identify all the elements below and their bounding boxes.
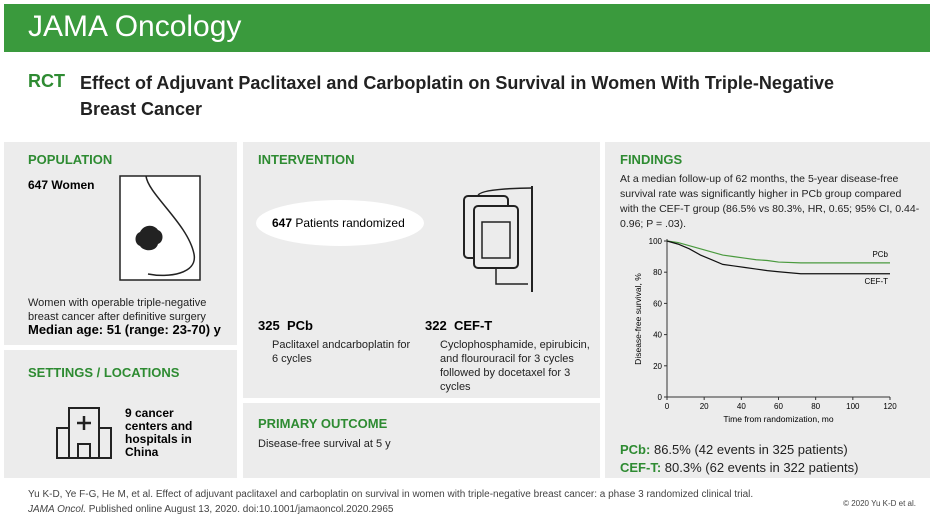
iv-bag-icon: [463, 186, 533, 292]
population-count: 647 Women: [28, 178, 95, 192]
outcome-panel: [243, 403, 600, 478]
journal-abbrev: JAMA Oncol.: [28, 504, 86, 515]
section-heading: FINDINGS: [620, 152, 683, 167]
header-bar: [4, 4, 930, 52]
curve-label: PCb: [872, 250, 888, 259]
findings-panel: [605, 142, 930, 478]
y-axis-label: Disease-free survival, %: [633, 273, 643, 365]
section-heading: INTERVENTION: [258, 152, 355, 167]
y-tick-label: 0: [658, 393, 663, 402]
randomized: 647 Patients randomized: [272, 216, 405, 230]
section-heading: PRIMARY OUTCOME: [258, 416, 388, 431]
hospital-icon: [56, 407, 112, 459]
section-heading: SETTINGS / LOCATIONS: [28, 365, 180, 380]
x-tick-label: 0: [665, 402, 670, 411]
x-tick-label: 60: [774, 402, 783, 411]
arm-title: 322 CEF-T: [425, 318, 492, 333]
survival-curve: [666, 240, 890, 264]
arm-name: PCb: [286, 318, 313, 333]
result: PCb: 86.5% (42 events in 325 patients): [620, 442, 848, 457]
result: CEF-T: 80.3% (62 events in 322 patients): [620, 460, 858, 475]
settings-panel: [4, 350, 237, 478]
copyright: © 2020 Yu K-D et al.: [843, 499, 916, 508]
population-description: Women with operable triple-negative brea…: [28, 297, 207, 323]
result-name: PCb:: [620, 442, 651, 457]
study-title: Effect of Adjuvant Paclitaxel and Carbop…: [80, 73, 834, 119]
survival-chart: 0 20 40 60 80 100 0 20 40 60 80 100 120 Time from ran…: [633, 237, 897, 424]
intervention-panel: [243, 142, 600, 398]
arm-description: Paclitaxel andcarboplatin for 6 cycles: [272, 339, 411, 365]
survival-curve: [666, 240, 890, 275]
journal-name: JAMA Oncology: [28, 10, 242, 43]
result-text: 86.5% (42 events in 325 patients): [653, 442, 848, 457]
arm-name: CEF-T: [453, 318, 493, 333]
count: 647: [28, 178, 49, 192]
findings-text: At a median follow-up of 62 months, the …: [620, 173, 920, 230]
result-text: 80.3% (62 events in 322 patients): [664, 460, 859, 475]
randomized-ellipse: [256, 200, 424, 246]
result-name: CEF-T:: [620, 460, 662, 475]
median-age: Median age: 51 (range: 23-70) y: [28, 322, 221, 337]
citation: Yu K-D, Ye F-G, He M, et al. Effect of a…: [28, 489, 754, 500]
study-tag: RCT: [28, 71, 65, 91]
arm-title: 325 PCb: [258, 318, 313, 333]
count: 647: [272, 216, 293, 230]
x-tick-label: 40: [737, 402, 746, 411]
arm-count: 325: [258, 318, 280, 333]
y-tick-label: 80: [653, 268, 662, 277]
breast-icon: [119, 175, 201, 281]
arm-count: 322: [425, 318, 447, 333]
x-tick-label: 100: [846, 402, 860, 411]
arm-description: Cyclophosphamide, epirubicin, and flouro…: [440, 339, 590, 393]
outcome-text: Disease-free survival at 5 y: [258, 438, 391, 450]
x-tick-label: 120: [883, 402, 897, 411]
y-tick-label: 100: [649, 237, 663, 246]
citation-line: JAMA Oncol. Published online August 13, …: [28, 504, 393, 515]
section-heading: POPULATION: [28, 152, 113, 167]
x-tick-label: 80: [811, 402, 820, 411]
x-tick-label: 20: [700, 402, 709, 411]
count-label: Women: [51, 178, 95, 192]
y-tick-label: 60: [653, 299, 662, 308]
x-axis-label: Time from randomization, mo: [723, 414, 833, 424]
published: Published online August 13, 2020. doi:10…: [88, 504, 394, 515]
curve-label: CEF-T: [864, 277, 888, 286]
settings-text: 9 cancer centers and hospitals in China: [125, 406, 193, 459]
label: Patients randomized: [295, 216, 405, 230]
y-tick-label: 20: [653, 362, 662, 371]
y-tick-label: 40: [653, 331, 662, 340]
